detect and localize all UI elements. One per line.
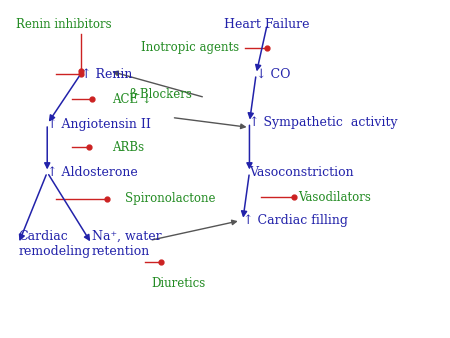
Text: Diuretics: Diuretics xyxy=(152,277,206,290)
Text: ↑ Sympathetic  activity: ↑ Sympathetic activity xyxy=(249,116,398,129)
Text: Na⁺, water
retention: Na⁺, water retention xyxy=(92,230,161,258)
Text: ACE ↓: ACE ↓ xyxy=(112,93,151,106)
Text: Cardiac
remodeling: Cardiac remodeling xyxy=(18,230,90,258)
Text: Heart Failure: Heart Failure xyxy=(225,18,310,31)
Text: ↓ CO: ↓ CO xyxy=(256,68,291,81)
Text: ↑ Aldosterone: ↑ Aldosterone xyxy=(47,166,138,179)
Text: ↑ Renin: ↑ Renin xyxy=(81,68,132,81)
Text: ARBs: ARBs xyxy=(112,141,144,154)
Text: Vasodilators: Vasodilators xyxy=(298,191,371,204)
Text: Renin inhibitors: Renin inhibitors xyxy=(16,18,112,31)
Text: Inotropic agents: Inotropic agents xyxy=(140,41,238,54)
Text: β-Blockers: β-Blockers xyxy=(130,88,192,101)
Text: ↑ Cardiac filling: ↑ Cardiac filling xyxy=(243,214,348,227)
Text: Spironolactone: Spironolactone xyxy=(125,192,216,206)
Text: Vasoconstriction: Vasoconstriction xyxy=(249,166,354,179)
Text: ↑ Angiotensin II: ↑ Angiotensin II xyxy=(47,118,151,130)
